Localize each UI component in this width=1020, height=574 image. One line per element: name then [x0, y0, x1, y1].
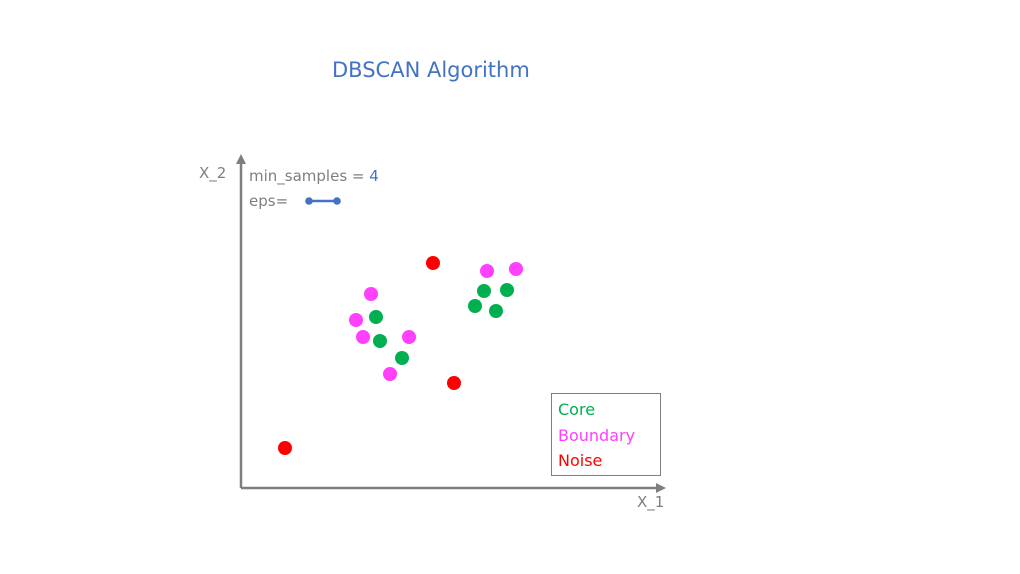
legend-boundary: Boundary: [558, 426, 636, 445]
core-point: [395, 351, 409, 365]
boundary-point: [349, 313, 363, 327]
core-point: [489, 304, 503, 318]
noise-point: [426, 256, 440, 270]
eps-marker: [305, 197, 341, 205]
min-samples-label: min_samples =: [249, 167, 370, 185]
data-points: [278, 256, 523, 455]
boundary-point: [402, 330, 416, 344]
boundary-point: [356, 330, 370, 344]
boundary-point: [364, 287, 378, 301]
boundary-point: [509, 262, 523, 276]
min-samples-param: min_samples = 4: [249, 167, 379, 185]
legend: Core Boundary Noise: [551, 393, 661, 476]
min-samples-value: 4: [369, 167, 379, 185]
legend-noise: Noise: [558, 451, 603, 470]
noise-point: [278, 441, 292, 455]
eps-label: eps=: [249, 192, 289, 210]
boundary-point: [480, 264, 494, 278]
x-axis-label: X_1: [637, 493, 665, 511]
y-axis-label: X_2: [199, 164, 227, 182]
noise-point: [447, 376, 461, 390]
core-point: [369, 310, 383, 324]
core-point: [373, 334, 387, 348]
boundary-point: [383, 367, 397, 381]
slide-title: DBSCAN Algorithm: [332, 58, 530, 82]
core-point: [500, 283, 514, 297]
core-point: [468, 299, 482, 313]
core-point: [477, 284, 491, 298]
legend-core: Core: [558, 400, 596, 419]
